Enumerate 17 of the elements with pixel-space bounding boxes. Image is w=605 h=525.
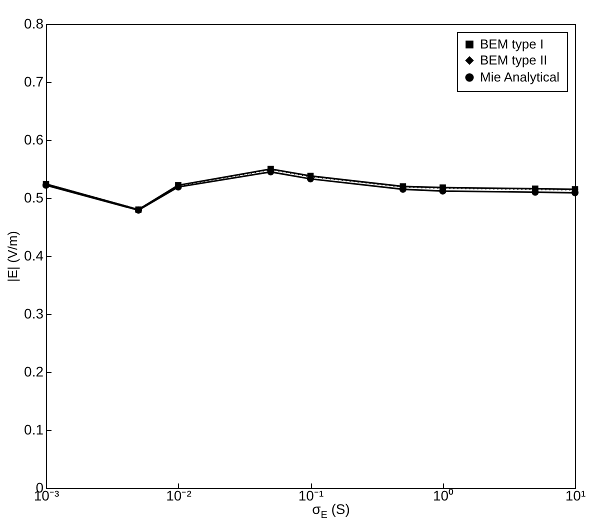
y-tick-label: 0.8 xyxy=(24,16,44,32)
x-tick-label: 10¹ xyxy=(565,488,586,504)
y-tick-label: 0.4 xyxy=(24,248,44,264)
legend-label: BEM type II xyxy=(480,52,548,68)
legend-label: Mie Analytical xyxy=(480,70,560,84)
x-tick-label: 10⁻¹ xyxy=(298,488,324,504)
y-tick-label: 0.6 xyxy=(24,132,44,148)
y-tick-label: 0.3 xyxy=(24,306,44,322)
y-tick-label: 0.2 xyxy=(24,364,44,380)
y-tick-label: 0.7 xyxy=(24,74,44,90)
x-axis-title: σ$_{E}$ (S) xyxy=(312,501,350,521)
y-axis-title: |E| (V/m) xyxy=(5,231,20,282)
x-tick-label: 10⁻² xyxy=(166,488,192,504)
x-tick-label: 10⁰ xyxy=(432,488,454,504)
y-tick-label: 0.5 xyxy=(24,190,44,206)
legend-label: BEM type I xyxy=(480,36,544,52)
y-tick-label: 0.1 xyxy=(24,422,44,438)
